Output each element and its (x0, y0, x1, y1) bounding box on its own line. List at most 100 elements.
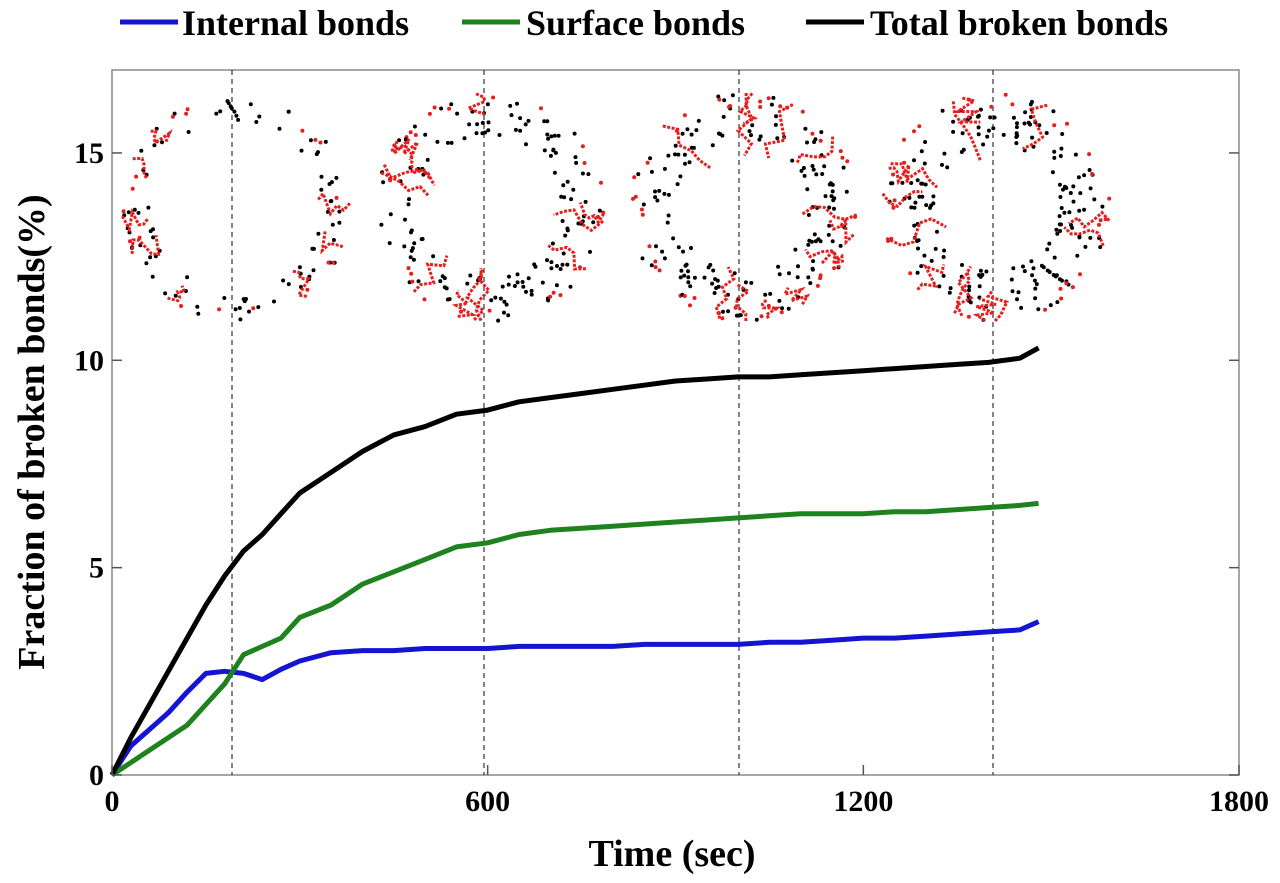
snapshot-dot (810, 266, 815, 271)
snapshot-dot (559, 194, 564, 199)
snapshot-dot (937, 284, 942, 289)
snapshot-dot (1016, 290, 1021, 295)
snapshot-dot (727, 104, 731, 109)
snapshot-dot (502, 310, 506, 315)
snapshot-dot (902, 137, 906, 142)
snapshot-dot (1043, 307, 1048, 312)
snapshot-dot (379, 222, 384, 227)
snapshot-dot (976, 114, 980, 119)
snapshot-dot (556, 133, 561, 138)
snapshot-dot (311, 268, 316, 273)
snapshot-crack (828, 216, 855, 246)
snapshot-crack (662, 124, 712, 170)
snapshot-dot (909, 205, 914, 210)
snapshot-dot (546, 136, 551, 141)
snapshot-dot (976, 125, 981, 130)
snapshot-dot (498, 296, 503, 301)
snapshot-dot (892, 198, 897, 203)
snapshot-dot (555, 264, 559, 268)
snapshot-crack (380, 171, 430, 197)
snapshot-dot (508, 103, 513, 108)
snapshot-dot (388, 212, 393, 217)
snapshot-dot (427, 111, 432, 116)
snapshot-dot (1068, 191, 1073, 195)
snapshot-dot (521, 284, 526, 289)
snapshot-dot (318, 140, 323, 145)
snapshot-dot (563, 233, 568, 238)
inset-snapshot (379, 92, 606, 323)
snapshot-dot (148, 255, 153, 260)
snapshot-dot (1107, 196, 1112, 201)
snapshot-crack (320, 229, 344, 255)
snapshot-dot (397, 138, 402, 143)
snapshot-dot (790, 158, 795, 163)
snapshot-dot (711, 268, 716, 273)
snapshot-dot (920, 181, 925, 186)
snapshot-dot (217, 307, 222, 312)
snapshot-dot (759, 314, 764, 319)
snapshot-dot (236, 117, 241, 122)
snapshot-dot (775, 136, 780, 141)
snapshot-dot (586, 172, 591, 177)
snapshot-dot (810, 164, 815, 168)
snapshot-crack (763, 103, 794, 159)
snapshot-dot (758, 105, 763, 109)
snapshot-dot (777, 272, 782, 277)
snapshot-dot (631, 196, 635, 201)
snapshot-dot (442, 276, 447, 281)
snapshot-dot (951, 119, 956, 124)
snapshot-dot (406, 266, 411, 271)
snapshot-dot (682, 294, 687, 298)
snapshot-dot (518, 116, 523, 121)
snapshot-dot (714, 286, 719, 290)
snapshot-dot (681, 249, 685, 254)
snapshot-dot (500, 284, 505, 289)
snapshot-dot (413, 133, 418, 137)
snapshot-dot (540, 280, 545, 285)
snapshot-dot (1015, 121, 1019, 126)
snapshot-dot (1011, 115, 1016, 120)
snapshot-dot (327, 182, 332, 186)
snapshot-dot (710, 143, 715, 148)
snapshot-dot (244, 297, 248, 301)
series-line-internal-bonds (109, 619, 1040, 777)
snapshot-dot (671, 236, 676, 241)
snapshot-dot (766, 96, 771, 101)
snapshot-dot (647, 244, 652, 249)
snapshot-dot (827, 205, 832, 210)
snapshot-dot (1077, 234, 1082, 239)
snapshot-dot (912, 205, 917, 210)
snapshot-dot (497, 133, 502, 137)
snapshot-dot (947, 290, 952, 295)
snapshot-crack (1063, 226, 1105, 247)
snapshot-dot (811, 259, 816, 264)
snapshot-dot (1054, 227, 1059, 232)
snapshot-dot (542, 119, 547, 124)
snapshot-dot (310, 246, 315, 251)
snapshot-crack (412, 255, 449, 293)
snapshot-dot (1064, 281, 1069, 286)
snapshot-dot (968, 300, 973, 305)
snapshot-dot (774, 114, 778, 119)
snapshot-crack (916, 263, 946, 291)
snapshot-dot (768, 291, 773, 296)
snapshot-dot (1083, 244, 1088, 249)
snapshot-crack (885, 217, 947, 248)
snapshot-dot (300, 128, 305, 133)
snapshot-dot (960, 131, 965, 136)
snapshot-dot (655, 198, 660, 203)
snapshot-dot (838, 149, 843, 154)
snapshot-dot (520, 280, 525, 284)
snapshot-dot (830, 189, 835, 194)
snapshot-dot (838, 243, 843, 248)
snapshot-dot (845, 159, 850, 164)
snapshot-dot (891, 205, 896, 210)
snapshot-dot (257, 114, 262, 119)
snapshot-dot (891, 172, 896, 177)
snapshot-dot (922, 253, 927, 258)
snapshot-dot (572, 131, 577, 136)
snapshot-dot (571, 187, 576, 192)
snapshot-dot (330, 222, 335, 227)
snapshot-dot (445, 297, 450, 302)
snapshot-dot (468, 273, 473, 278)
